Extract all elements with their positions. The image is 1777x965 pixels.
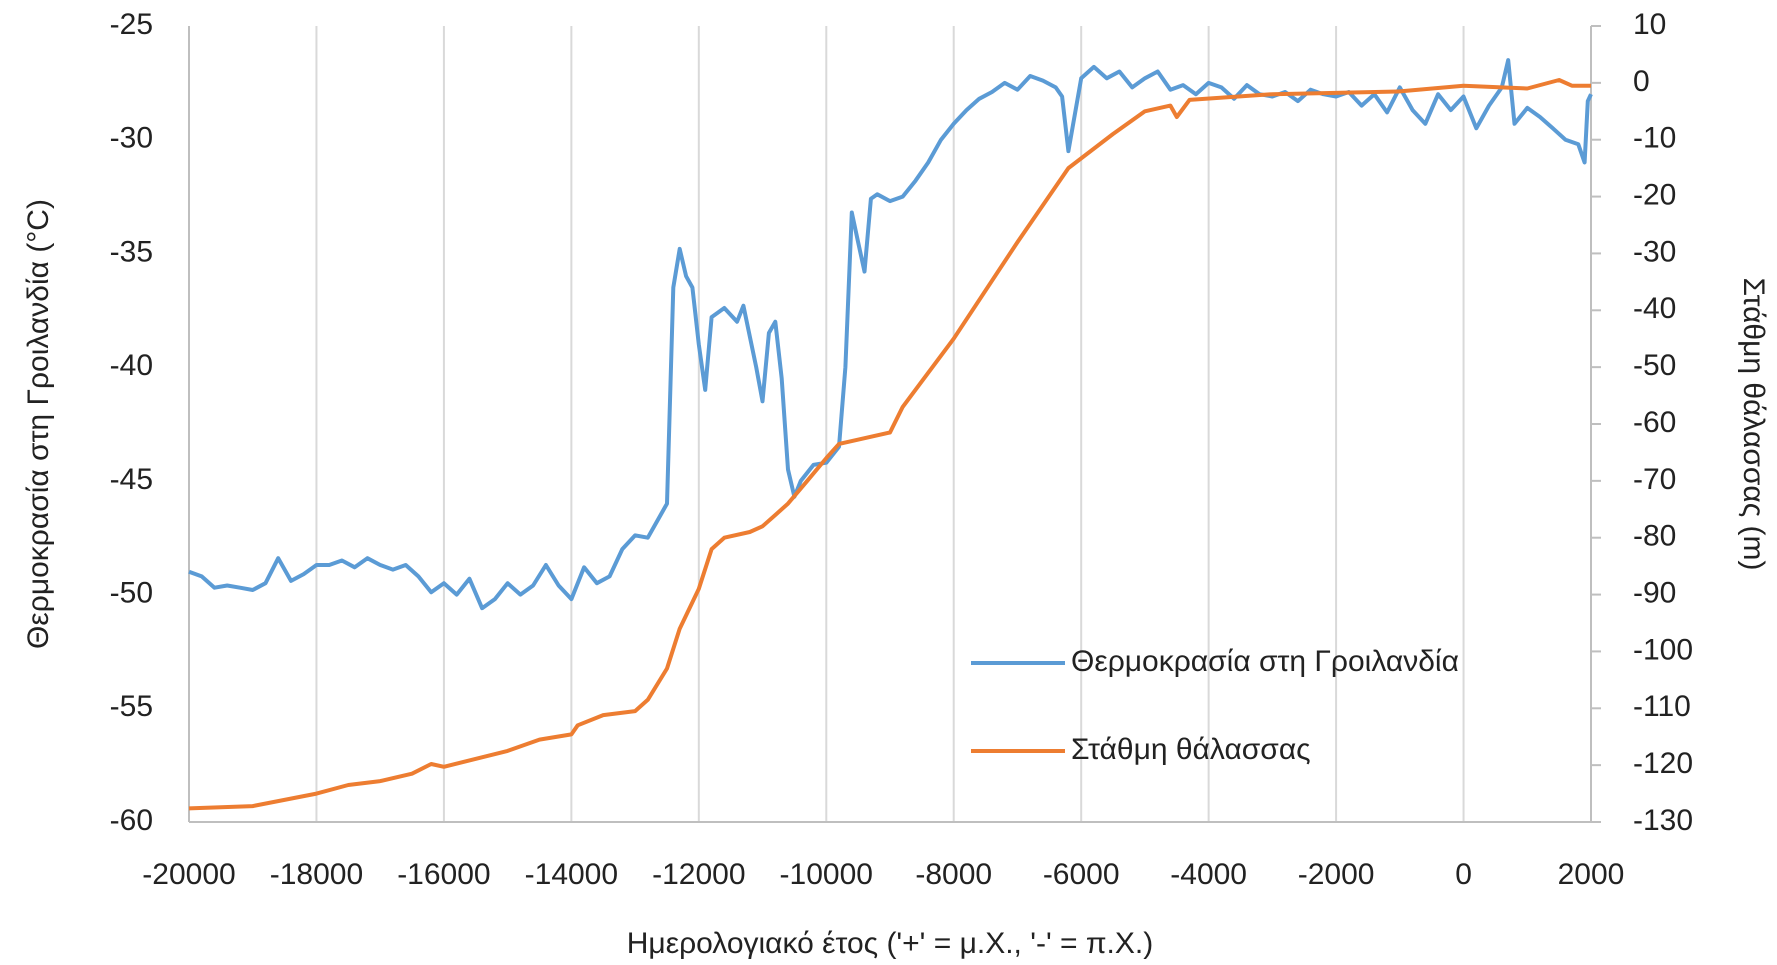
- y2-tick-label: -110: [1633, 690, 1691, 723]
- y2-tick-label: -30: [1633, 235, 1676, 268]
- x-tick-label: -16000: [397, 858, 490, 891]
- y2-tick-label: 10: [1633, 8, 1666, 41]
- series-line: [188, 78, 1591, 811]
- x-tick-label: -14000: [525, 858, 618, 891]
- y2-tick-label: -120: [1633, 747, 1693, 780]
- y2-tick-label: -20: [1633, 178, 1676, 211]
- y2-tick-label: -130: [1633, 804, 1693, 837]
- y-tick-label: -55: [110, 690, 153, 723]
- x-tick-label: -10000: [780, 858, 873, 891]
- x-tick-label: -18000: [270, 858, 363, 891]
- y-tick-label: -45: [110, 463, 153, 496]
- x-tick-label: 0: [1455, 858, 1472, 891]
- x-tick-label: -12000: [652, 858, 745, 891]
- y2-axis-title: Στάθμη θάλασσας (m): [1737, 278, 1770, 571]
- y2-tick-label: -40: [1633, 292, 1676, 325]
- x-tick-label: -4000: [1170, 858, 1247, 891]
- series-line: [188, 58, 1593, 611]
- y2-tick-label: -70: [1633, 463, 1676, 496]
- y-tick-label: -25: [110, 8, 153, 41]
- x-tick-label: 2000: [1558, 858, 1625, 891]
- y-tick-label: -35: [110, 235, 153, 268]
- y2-tick-label: -60: [1633, 406, 1676, 439]
- y2-tick-label: 0: [1633, 65, 1650, 98]
- y-tick-label: -30: [110, 122, 153, 155]
- y-tick-label: -60: [110, 804, 153, 837]
- y2-tick-label: -50: [1633, 349, 1676, 382]
- x-axis-title: Ημερολογιακό έτος ('+' = μ.Χ., '-' = π.Χ…: [627, 927, 1153, 960]
- y2-tick-label: -100: [1633, 633, 1693, 666]
- x-tick-label: -8000: [915, 858, 992, 891]
- y-tick-label: -40: [110, 349, 153, 382]
- y2-tick-label: -90: [1633, 576, 1676, 609]
- legend-label: Στάθμη θάλασσας: [1071, 733, 1311, 766]
- legend-label: Θερμοκρασία στη Γροιλανδία: [1071, 645, 1459, 678]
- y-axis-title: Θερμοκρασία στη Γροιλανδία (°C): [22, 199, 55, 649]
- x-tick-label: -6000: [1043, 858, 1120, 891]
- y2-tick-label: -80: [1633, 520, 1676, 553]
- x-tick-label: -2000: [1298, 858, 1375, 891]
- x-tick-label: -20000: [142, 858, 235, 891]
- y-tick-label: -50: [110, 576, 153, 609]
- y2-tick-label: -10: [1633, 122, 1676, 155]
